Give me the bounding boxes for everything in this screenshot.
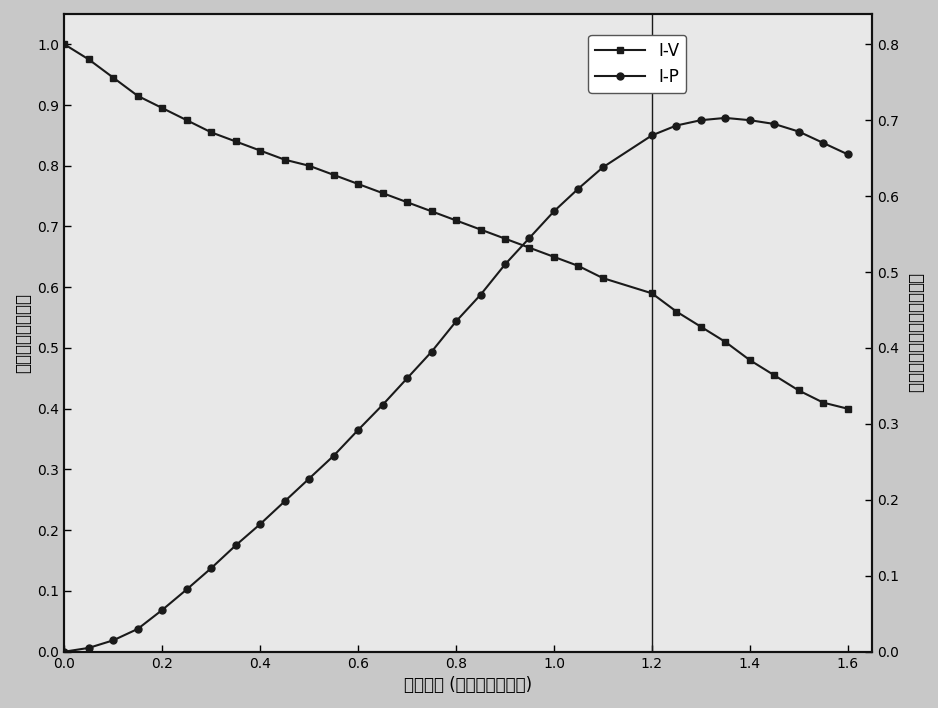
I-V — [279, 156, 290, 164]
I-P — [401, 374, 413, 382]
I-V — [646, 289, 658, 297]
I-V — [768, 371, 779, 379]
I-P — [157, 605, 168, 614]
I-V — [499, 234, 510, 243]
Legend: I-V, I-P: I-V, I-P — [588, 35, 687, 93]
I-V — [842, 404, 854, 413]
X-axis label: 电流密度 (安培每平方厕米): 电流密度 (安培每平方厕米) — [404, 676, 533, 694]
I-P — [353, 426, 364, 434]
I-V — [719, 338, 731, 346]
I-P — [205, 564, 217, 573]
I-P — [181, 586, 192, 594]
I-P — [254, 520, 265, 528]
I-P — [230, 541, 241, 549]
I-V — [157, 104, 168, 113]
I-P — [475, 290, 486, 299]
I-V — [205, 128, 217, 137]
I-P — [328, 452, 340, 460]
I-V — [83, 55, 95, 64]
I-P — [794, 127, 805, 136]
I-P — [108, 636, 119, 644]
I-V — [794, 387, 805, 395]
I-P — [426, 348, 437, 356]
I-P — [671, 121, 682, 130]
I-V — [254, 147, 265, 155]
I-P — [304, 474, 315, 483]
I-V — [549, 253, 560, 261]
I-P — [59, 647, 70, 656]
I-V — [523, 244, 535, 252]
I-V — [328, 171, 340, 179]
I-P — [818, 139, 829, 147]
I-P — [132, 624, 144, 633]
I-P — [450, 317, 461, 326]
I-P — [523, 234, 535, 242]
I-V — [475, 225, 486, 234]
I-V — [181, 116, 192, 125]
I-P — [83, 644, 95, 652]
I-P — [573, 184, 584, 193]
I-V — [426, 207, 437, 215]
I-P — [695, 116, 706, 125]
I-V — [744, 356, 755, 365]
Line: I-P: I-P — [61, 115, 852, 655]
I-P — [744, 116, 755, 125]
I-P — [768, 120, 779, 128]
I-P — [646, 131, 658, 139]
I-V — [353, 180, 364, 188]
Y-axis label: 功率密度（瓦每平方厕米）: 功率密度（瓦每平方厕米） — [906, 273, 924, 393]
I-P — [377, 401, 388, 409]
I-V — [304, 161, 315, 170]
I-V — [108, 74, 119, 82]
I-V — [573, 262, 584, 270]
I-P — [499, 261, 510, 269]
I-V — [132, 91, 144, 100]
Y-axis label: 电池电压（伏特）: 电池电压（伏特） — [14, 293, 32, 373]
I-V — [230, 137, 241, 146]
I-P — [598, 163, 609, 171]
I-P — [549, 207, 560, 215]
I-P — [719, 114, 731, 122]
I-V — [695, 322, 706, 331]
I-P — [842, 150, 854, 159]
I-V — [401, 198, 413, 207]
I-V — [598, 274, 609, 282]
I-V — [818, 399, 829, 407]
I-V — [671, 307, 682, 316]
I-V — [377, 189, 388, 198]
I-P — [279, 497, 290, 506]
I-V — [450, 216, 461, 224]
Line: I-V: I-V — [61, 41, 852, 412]
I-V — [59, 40, 70, 49]
